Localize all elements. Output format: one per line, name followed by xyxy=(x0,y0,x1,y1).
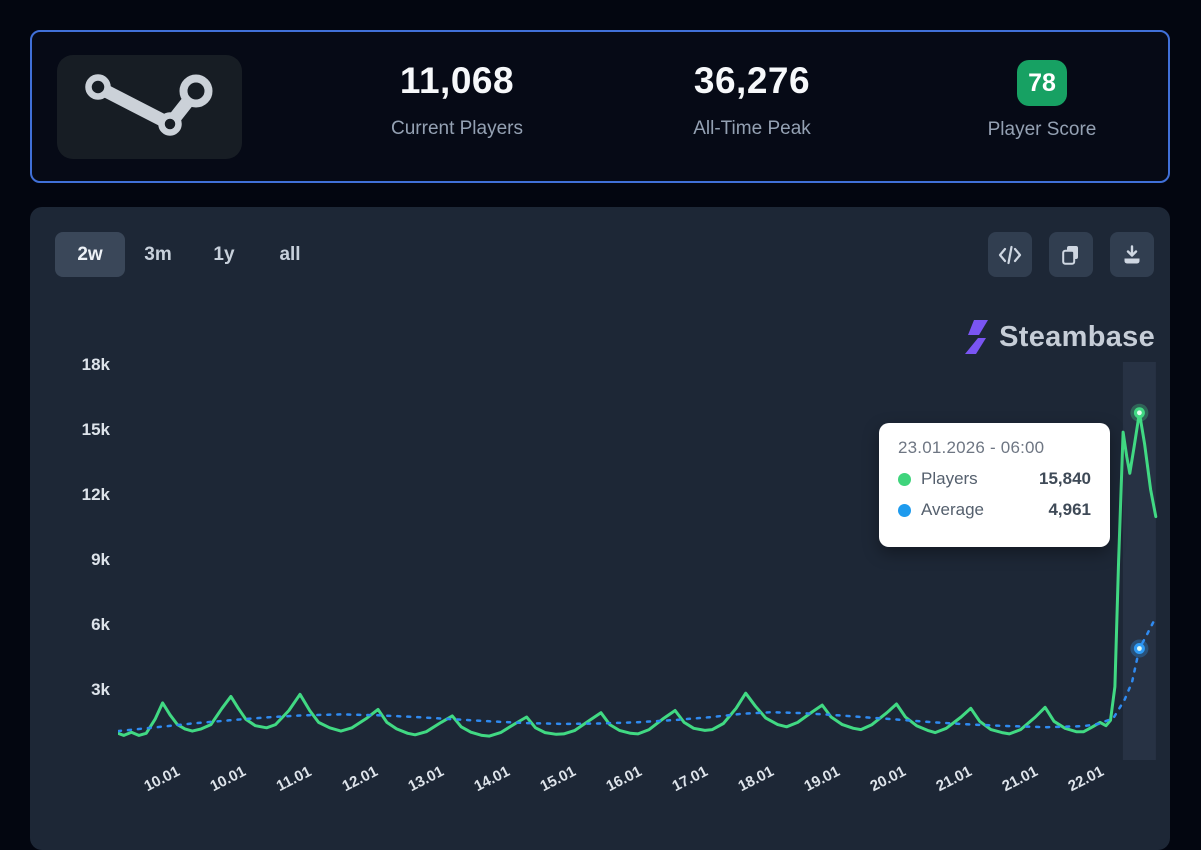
y-tick-label: 6k xyxy=(91,615,110,634)
current-players-value: 11,068 xyxy=(399,60,515,101)
download-button[interactable] xyxy=(1110,232,1154,277)
y-tick-label: 9k xyxy=(91,550,110,569)
stats-card: 11,068 Current Players 36,276 All-Time P… xyxy=(30,30,1170,183)
current-players-stat: 11,068 Current Players xyxy=(332,60,582,140)
x-tick-label: 19.01 xyxy=(801,762,843,796)
code-icon xyxy=(998,245,1022,264)
steambase-watermark[interactable]: Steambase xyxy=(964,319,1155,355)
chart-plot-svg xyxy=(116,362,1158,760)
x-tick-label: 15.01 xyxy=(537,762,579,796)
player-score-stat: 78 Player Score xyxy=(917,60,1167,141)
y-tick-label: 12k xyxy=(81,485,110,504)
current-players-label: Current Players xyxy=(391,118,523,139)
players-hover-marker xyxy=(1137,410,1142,416)
tooltip-players-label: Players xyxy=(921,469,978,488)
x-tick-label: 11.01 xyxy=(273,763,315,795)
average-hover-marker xyxy=(1137,646,1142,651)
embed-code-button[interactable] xyxy=(988,232,1032,277)
tooltip-average-label: Average xyxy=(921,500,985,519)
chart-card: 2w 3m 1y all xyxy=(30,207,1170,850)
y-tick-label: 18k xyxy=(81,355,110,374)
range-tabs: 2w 3m 1y all xyxy=(55,232,323,277)
average-series-dot-icon xyxy=(898,503,911,517)
hover-highlight-band xyxy=(1122,362,1156,760)
players-series-line xyxy=(116,411,1158,738)
player-count-chart[interactable] xyxy=(116,362,1158,760)
tooltip-row-players: Players 15,840 xyxy=(898,469,1091,489)
all-time-peak-value: 36,276 xyxy=(693,60,811,101)
steambase-brand-text: Steambase xyxy=(999,320,1155,353)
tooltip-date: 23.01.2026 - 06:00 xyxy=(898,438,1045,457)
steam-logo-box xyxy=(57,55,242,159)
copy-button[interactable] xyxy=(1049,232,1093,277)
player-score-label: Player Score xyxy=(987,119,1097,140)
steambase-logo-icon xyxy=(965,320,989,354)
x-tick-label: 10.01 xyxy=(141,762,183,796)
x-tick-label: 21.01 xyxy=(933,762,975,796)
tooltip-average-value: 4,961 xyxy=(1048,500,1091,519)
tab-3m[interactable]: 3m xyxy=(144,243,172,265)
x-tick-label: 16.01 xyxy=(603,762,645,796)
tab-1y[interactable]: 1y xyxy=(213,243,235,265)
y-tick-label: 15k xyxy=(81,420,110,439)
x-tick-label: 12.01 xyxy=(339,762,381,796)
x-tick-label: 13.01 xyxy=(405,762,447,796)
all-time-peak-stat: 36,276 All-Time Peak xyxy=(627,60,877,140)
all-time-peak-label: All-Time Peak xyxy=(693,118,811,139)
tab-2w[interactable]: 2w xyxy=(55,232,125,277)
x-tick-label: 21.01 xyxy=(999,762,1041,796)
download-icon xyxy=(1124,244,1140,263)
tooltip-row-average: Average 4,961 xyxy=(898,500,1091,520)
x-tick-label: 18.01 xyxy=(735,762,777,796)
copy-icon xyxy=(1062,245,1078,265)
tab-all[interactable]: all xyxy=(279,243,301,265)
action-buttons xyxy=(988,232,1154,277)
x-tick-label: 20.01 xyxy=(867,762,909,796)
steam-logo-icon xyxy=(84,73,212,136)
player-score-badge: 78 xyxy=(1017,60,1067,106)
x-tick-label: 17.01 xyxy=(669,762,711,796)
tooltip-players-value: 15,840 xyxy=(1039,469,1091,488)
y-tick-label: 3k xyxy=(91,680,110,699)
players-series-dot-icon xyxy=(898,472,911,486)
average-series-line xyxy=(116,616,1158,733)
x-tick-label: 10.01 xyxy=(207,762,249,796)
x-tick-label: 14.01 xyxy=(471,762,513,796)
chart-tooltip: 23.01.2026 - 06:00 Players 15,840 Averag… xyxy=(879,423,1110,547)
x-tick-label: 22.01 xyxy=(1065,762,1107,796)
